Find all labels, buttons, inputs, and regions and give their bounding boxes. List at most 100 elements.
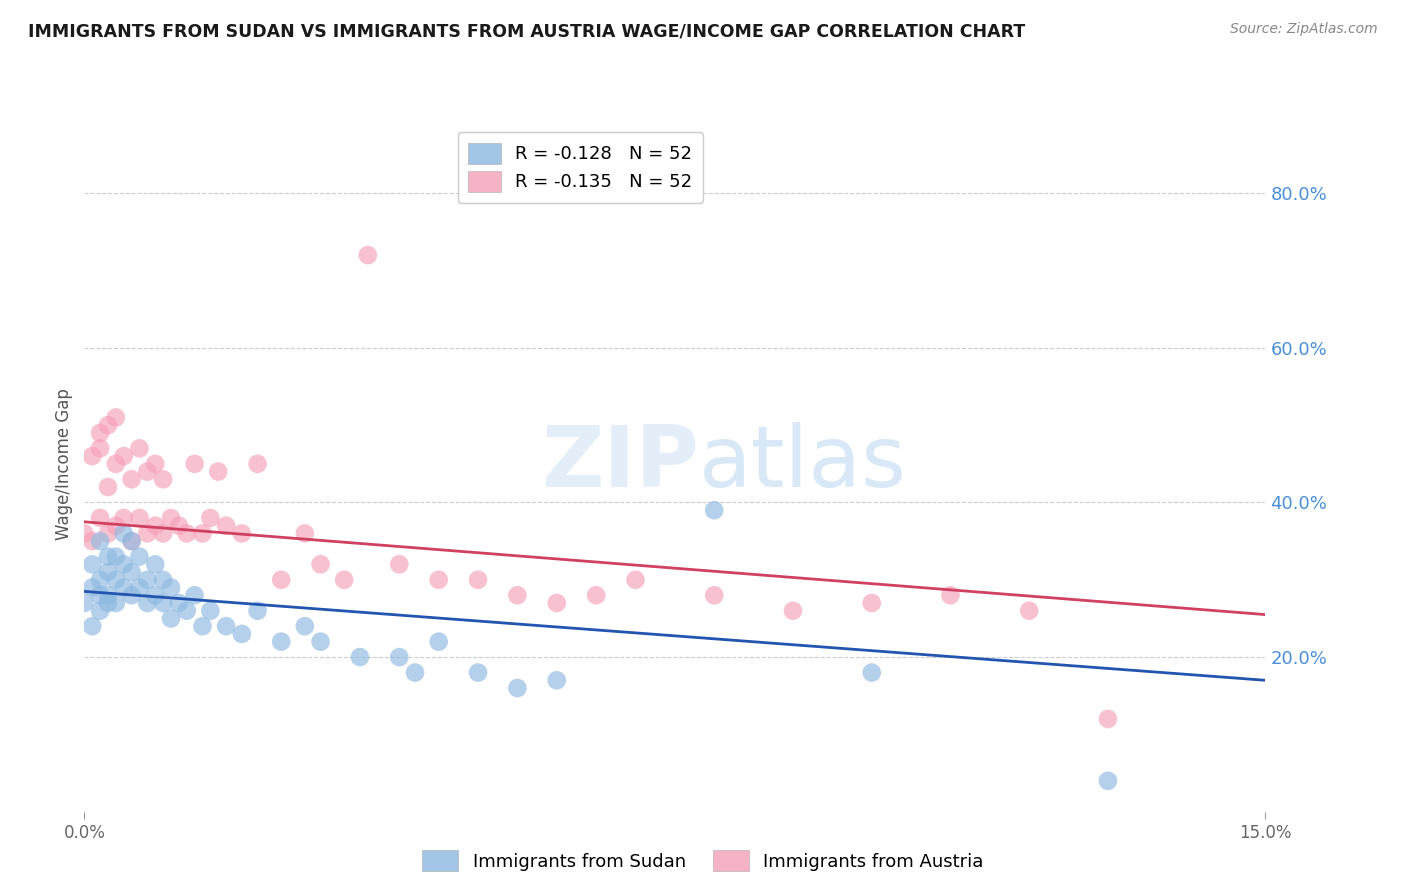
Point xyxy=(128,511,150,525)
Point xyxy=(112,558,135,572)
Point xyxy=(73,526,96,541)
Point xyxy=(136,465,159,479)
Point xyxy=(939,588,962,602)
Point xyxy=(357,248,380,262)
Point xyxy=(112,581,135,595)
Point xyxy=(506,681,529,695)
Point xyxy=(246,604,269,618)
Point xyxy=(82,449,104,463)
Point xyxy=(136,573,159,587)
Point xyxy=(231,526,253,541)
Point xyxy=(143,558,166,572)
Point xyxy=(104,596,127,610)
Point xyxy=(294,526,316,541)
Point xyxy=(270,573,292,587)
Point xyxy=(167,596,190,610)
Point xyxy=(427,573,450,587)
Point xyxy=(1097,773,1119,788)
Point xyxy=(467,665,489,680)
Point xyxy=(112,449,135,463)
Text: IMMIGRANTS FROM SUDAN VS IMMIGRANTS FROM AUSTRIA WAGE/INCOME GAP CORRELATION CHA: IMMIGRANTS FROM SUDAN VS IMMIGRANTS FROM… xyxy=(28,22,1025,40)
Point xyxy=(89,534,111,549)
Point xyxy=(215,619,238,633)
Point xyxy=(183,588,205,602)
Y-axis label: Wage/Income Gap: Wage/Income Gap xyxy=(55,388,73,540)
Point xyxy=(97,596,120,610)
Point xyxy=(152,472,174,486)
Legend: R = -0.128   N = 52, R = -0.135   N = 52: R = -0.128 N = 52, R = -0.135 N = 52 xyxy=(457,132,703,202)
Point xyxy=(782,604,804,618)
Point xyxy=(104,410,127,425)
Point xyxy=(112,511,135,525)
Point xyxy=(191,619,214,633)
Point xyxy=(160,611,183,625)
Point xyxy=(703,503,725,517)
Point xyxy=(160,511,183,525)
Point xyxy=(231,627,253,641)
Point xyxy=(82,581,104,595)
Point xyxy=(121,472,143,486)
Point xyxy=(89,573,111,587)
Point xyxy=(309,634,332,648)
Point xyxy=(167,518,190,533)
Point xyxy=(215,518,238,533)
Point xyxy=(388,650,411,665)
Text: atlas: atlas xyxy=(699,422,907,506)
Point xyxy=(309,558,332,572)
Point xyxy=(703,588,725,602)
Point xyxy=(294,619,316,633)
Point xyxy=(121,588,143,602)
Point xyxy=(97,480,120,494)
Point xyxy=(585,588,607,602)
Point xyxy=(624,573,647,587)
Point xyxy=(112,526,135,541)
Text: Source: ZipAtlas.com: Source: ZipAtlas.com xyxy=(1230,22,1378,37)
Point xyxy=(176,526,198,541)
Point xyxy=(97,526,120,541)
Point xyxy=(89,442,111,456)
Point xyxy=(388,558,411,572)
Point xyxy=(82,534,104,549)
Point xyxy=(1097,712,1119,726)
Point xyxy=(207,465,229,479)
Point xyxy=(128,442,150,456)
Point xyxy=(152,596,174,610)
Point xyxy=(104,518,127,533)
Point xyxy=(104,573,127,587)
Point xyxy=(143,457,166,471)
Point xyxy=(860,596,883,610)
Point xyxy=(128,581,150,595)
Point xyxy=(89,425,111,440)
Point xyxy=(506,588,529,602)
Point xyxy=(104,549,127,564)
Point xyxy=(97,549,120,564)
Point xyxy=(860,665,883,680)
Point xyxy=(467,573,489,587)
Point xyxy=(546,596,568,610)
Point xyxy=(404,665,426,680)
Point xyxy=(200,604,222,618)
Point xyxy=(89,604,111,618)
Point xyxy=(89,511,111,525)
Point xyxy=(121,565,143,579)
Point xyxy=(104,457,127,471)
Point xyxy=(136,526,159,541)
Point xyxy=(97,588,120,602)
Point xyxy=(82,558,104,572)
Point xyxy=(152,573,174,587)
Point xyxy=(176,604,198,618)
Legend: Immigrants from Sudan, Immigrants from Austria: Immigrants from Sudan, Immigrants from A… xyxy=(415,843,991,879)
Point xyxy=(89,588,111,602)
Point xyxy=(333,573,356,587)
Point xyxy=(97,418,120,433)
Point xyxy=(143,518,166,533)
Point xyxy=(349,650,371,665)
Point xyxy=(121,534,143,549)
Point xyxy=(152,526,174,541)
Point xyxy=(143,588,166,602)
Point xyxy=(200,511,222,525)
Point xyxy=(427,634,450,648)
Point xyxy=(136,596,159,610)
Point xyxy=(1018,604,1040,618)
Point xyxy=(121,534,143,549)
